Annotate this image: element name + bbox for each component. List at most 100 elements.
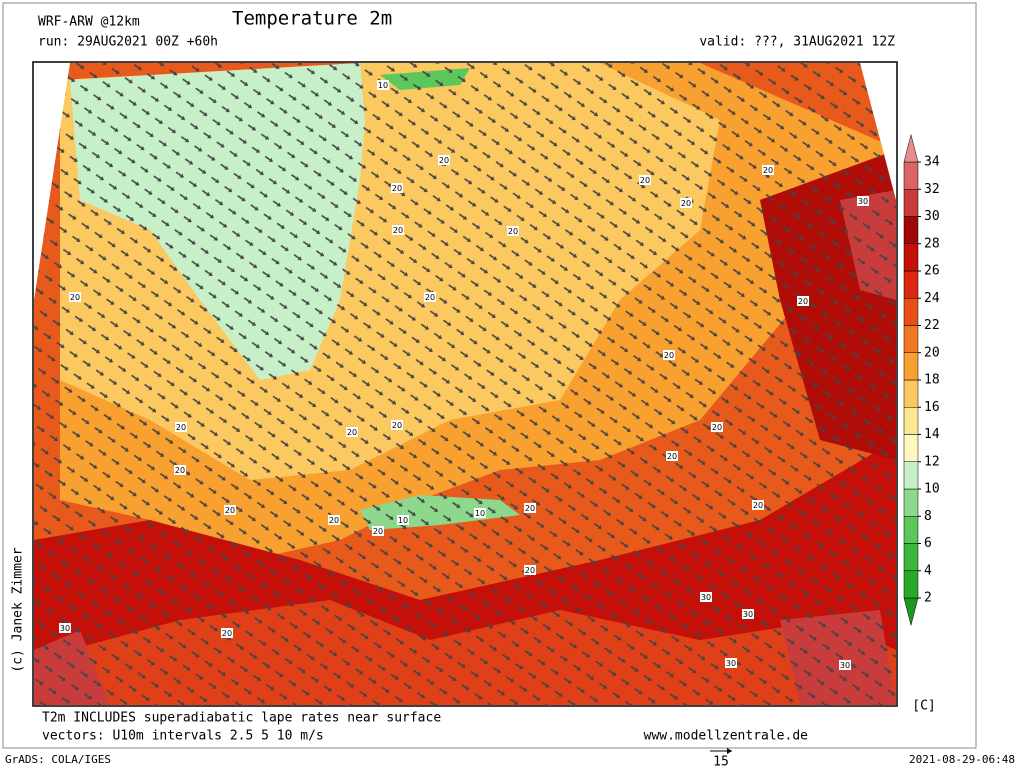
contour-label-box	[524, 503, 536, 513]
projection-edge	[860, 63, 896, 200]
colorbar-tick-label: 20	[924, 345, 940, 360]
contour-label-box	[175, 422, 187, 432]
colorbar-tick-label: 12	[924, 454, 940, 469]
map-border	[32, 61, 898, 707]
colorbar-segment	[903, 325, 919, 353]
contour-label: 20	[525, 566, 535, 575]
colorbar-segment	[903, 216, 919, 244]
colorbar-tick-label: 32	[924, 182, 940, 197]
colorbar-segment	[903, 570, 919, 599]
contour-label: 30	[840, 661, 850, 670]
contour-label: 20	[425, 293, 435, 302]
colorbar-segment	[903, 543, 919, 571]
contour-label-box	[474, 508, 486, 518]
colorbar-tick-label: 24	[924, 291, 940, 306]
contour-label: 20	[392, 421, 402, 430]
colorbar-segment	[903, 161, 919, 190]
contour-label: 20	[225, 506, 235, 515]
contour-label-box	[639, 175, 651, 185]
colorbar-tick-label: 16	[924, 400, 940, 415]
contour-label: 10	[378, 81, 388, 90]
contour-label-box	[391, 183, 403, 193]
contour-label: 20	[525, 504, 535, 513]
contour-label-box	[700, 592, 712, 602]
map-title: Temperature 2m	[232, 8, 392, 30]
contour-label: 20	[392, 184, 402, 193]
credit: (c) Janek Zimmer	[11, 547, 26, 672]
colorbar-segment	[903, 461, 919, 490]
contour-label-box	[224, 505, 236, 515]
frame	[2, 2, 977, 749]
contour-label: 20	[373, 527, 383, 536]
contour-label: 10	[475, 509, 485, 518]
contour-label-box	[680, 198, 692, 208]
contour-label-box	[507, 226, 519, 236]
colorbar-tick-label: 14	[924, 427, 940, 442]
contour-label: 20	[712, 423, 722, 432]
colorbar-segment	[903, 298, 919, 326]
contour-label: 20	[664, 351, 674, 360]
contour-label: 30	[60, 624, 70, 633]
colorbar-tick-label: 10	[924, 482, 940, 497]
contour-label: 20	[329, 516, 339, 525]
colorbar-segment	[903, 379, 919, 408]
colorbar-segment	[903, 352, 919, 381]
contour-label: 20	[798, 297, 808, 306]
contour-label-box	[663, 350, 675, 360]
contour-label-box	[372, 526, 384, 536]
contour-label-box	[174, 465, 186, 475]
colorbar-tick-label: 30	[924, 209, 940, 224]
website: www.modellzentrale.de	[644, 729, 809, 744]
contour-label-box	[857, 196, 869, 206]
colorbar-extension	[903, 597, 919, 626]
contour-label: 20	[667, 452, 677, 461]
contour-label-box	[711, 422, 723, 432]
contour-label-box	[328, 515, 340, 525]
contour-label: 30	[701, 593, 711, 602]
colorbar-tick-label: 26	[924, 264, 940, 279]
contour-label: 10	[398, 516, 408, 525]
contour-label: 20	[347, 428, 357, 437]
colorbar-segment	[903, 189, 919, 217]
colorbar-tick-label: 28	[924, 236, 940, 251]
contour-label: 20	[393, 226, 403, 235]
note: T2m INCLUDES superadiabatic lape rates n…	[42, 711, 441, 726]
ref-vector-label: 15	[713, 755, 729, 769]
contour-label-box	[69, 292, 81, 302]
colorbar-tick-label: 34	[924, 155, 940, 170]
map: 10 20 20 20 20 20 20 20 20 30 20 20 20 20 20 20 20 20 20 10…	[34, 63, 896, 705]
contour-label-box	[797, 296, 809, 306]
contour-label: 30	[858, 197, 868, 206]
contour-label-box	[397, 515, 409, 525]
contour-label-box	[752, 500, 764, 510]
contour-label-box	[59, 623, 71, 633]
contour-label-box	[524, 565, 536, 575]
contour-label: 30	[726, 659, 736, 668]
colorbar-tick-label: 4	[924, 563, 932, 578]
contour-label: 20	[640, 176, 650, 185]
contour-label: 20	[439, 156, 449, 165]
contour-label: 20	[176, 423, 186, 432]
contour-label-box	[346, 427, 358, 437]
contour-label-box	[839, 660, 851, 670]
contour-label-box	[377, 80, 389, 90]
unit-label: [C]	[912, 699, 935, 714]
colorbar-segment	[903, 434, 919, 462]
timestamp: 2021-08-29-06:48	[909, 753, 1015, 766]
contour-label-box	[725, 658, 737, 668]
contour-label-box	[762, 165, 774, 175]
valid-label: valid: ???, 31AUG2021 12Z	[699, 35, 895, 50]
contour-label-box	[742, 609, 754, 619]
contour-label-box	[666, 451, 678, 461]
software: GrADS: COLA/IGES	[5, 753, 111, 766]
note: vectors: U10m intervals 2.5 5 10 m/s	[42, 729, 324, 744]
contour-label-box	[391, 420, 403, 430]
contour-label-box	[424, 292, 436, 302]
contour-label: 20	[70, 293, 80, 302]
contour-label: 20	[175, 466, 185, 475]
contour-label-box	[392, 225, 404, 235]
contour-label-box	[221, 628, 233, 638]
colorbar-tick-label: 22	[924, 318, 940, 333]
colorbar-tick-label: 18	[924, 373, 940, 388]
